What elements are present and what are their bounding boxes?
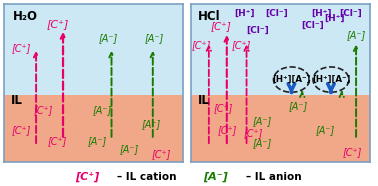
Text: [C⁺]: [C⁺] [12,43,31,53]
Text: [H⁺][A⁻]: [H⁺][A⁻] [312,75,350,84]
Text: HCl: HCl [198,10,221,23]
Text: – IL cation: – IL cation [117,172,177,182]
Text: [A⁻]: [A⁻] [98,33,118,44]
Text: [Cl⁻]: [Cl⁻] [339,9,362,18]
Text: [Cl⁻]: [Cl⁻] [266,9,288,18]
Bar [4,95,183,162]
Text: [C⁺]: [C⁺] [192,40,211,50]
Text: [Cl⁻]: [Cl⁻] [302,21,324,30]
Text: H₂O: H₂O [13,10,38,23]
Text: IL: IL [198,94,210,107]
Text: [C⁺]: [C⁺] [12,125,31,135]
Text: [C⁺]: [C⁺] [231,40,251,50]
Text: – IL anion: – IL anion [246,172,301,182]
Text: [A⁻]: [A⁻] [203,172,228,182]
Text: [C⁺]: [C⁺] [46,19,69,29]
Text: [A⁻]: [A⁻] [120,144,139,154]
Text: [C⁺]: [C⁺] [152,149,172,159]
Text: [H⁺]: [H⁺] [312,9,332,18]
Ellipse shape [273,67,309,92]
Text: [A⁻]: [A⁻] [145,33,164,44]
Text: [C⁺]: [C⁺] [214,103,233,113]
Text: [C⁺]: [C⁺] [343,147,362,157]
Text: [A⁻]: [A⁻] [289,102,308,111]
Text: [A⁻]: [A⁻] [347,30,366,40]
Text: [C⁺]: [C⁺] [75,172,99,182]
Text: [A⁻]: [A⁻] [141,119,161,129]
Ellipse shape [313,67,349,92]
Text: [A⁻]: [A⁻] [253,138,272,148]
Bar [4,4,183,95]
Text: IL: IL [11,94,23,107]
Bar [191,4,370,95]
Text: [Cl⁻]: [Cl⁻] [246,26,269,35]
Text: [C⁺]: [C⁺] [244,128,263,138]
Text: [A⁻]: [A⁻] [88,136,107,146]
Text: [A⁻]: [A⁻] [93,105,112,115]
Text: [H⁺]: [H⁺] [234,9,255,18]
Bar [191,95,370,162]
Text: [A⁻]: [A⁻] [253,116,272,126]
Text: [H⁺][A⁻]: [H⁺][A⁻] [272,75,311,84]
Text: [C⁺]: [C⁺] [211,21,232,31]
Text: [C⁺]: [C⁺] [217,125,237,135]
Text: [A⁻]: [A⁻] [316,125,335,135]
Text: [H⁺]: [H⁺] [324,13,345,23]
Text: [C⁺]: [C⁺] [48,136,67,146]
Text: [C⁺]: [C⁺] [34,105,53,115]
